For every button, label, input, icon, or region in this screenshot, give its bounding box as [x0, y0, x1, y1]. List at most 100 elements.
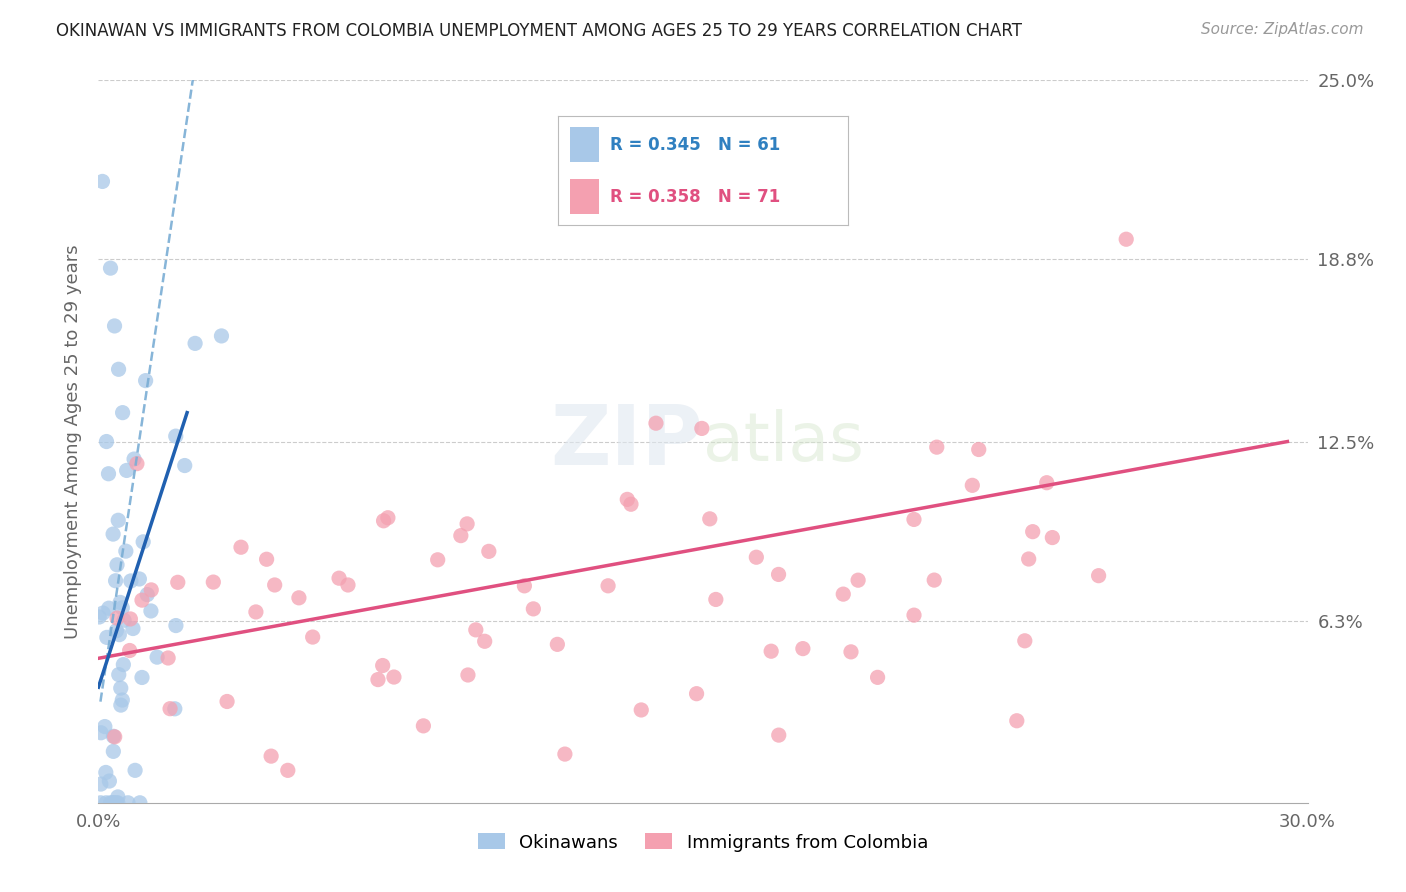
Point [94, 720, 117, 734]
Point [112, 657, 135, 672]
Text: OKINAWAN VS IMMIGRANTS FROM COLOMBIA UNEMPLOYMENT AMONG AGES 25 TO 29 YEARS CORR: OKINAWAN VS IMMIGRANTS FROM COLOMBIA UNE… [56, 22, 1022, 40]
Point [107, 362, 129, 376]
Point [108, 595, 131, 609]
Point [260, 749, 283, 764]
Point [832, 587, 855, 601]
Point [125, 457, 148, 471]
Point [105, 624, 128, 638]
Point [546, 637, 568, 651]
Point [1040, 531, 1063, 545]
Point [103, 744, 125, 758]
Point [554, 747, 576, 761]
Point [110, 681, 132, 695]
Point [97, 467, 120, 481]
Point [97, 601, 120, 615]
Point [373, 514, 395, 528]
Point [163, 702, 186, 716]
Point [135, 374, 157, 388]
Point [111, 600, 134, 615]
Point [120, 574, 142, 588]
Point [107, 796, 129, 810]
Point [903, 512, 925, 526]
Point [229, 540, 252, 554]
Point [100, 796, 122, 810]
Point [1018, 552, 1040, 566]
Point [91, 606, 114, 620]
Point [426, 553, 449, 567]
Point [98, 774, 121, 789]
Point [866, 670, 889, 684]
Point [90, 777, 112, 791]
Point [846, 573, 869, 587]
Point [107, 513, 129, 527]
Point [328, 571, 350, 585]
Point [1021, 524, 1043, 539]
Point [90, 796, 112, 810]
Point [478, 544, 501, 558]
Point [759, 644, 782, 658]
Point [903, 608, 925, 623]
Point [522, 602, 544, 616]
Point [90, 725, 112, 739]
Point [103, 729, 125, 743]
Point [114, 544, 136, 558]
Point [690, 421, 713, 435]
Point [596, 579, 619, 593]
Point [377, 510, 399, 524]
Point [89, 610, 111, 624]
Point [104, 730, 127, 744]
Point [256, 552, 278, 566]
Point [301, 630, 323, 644]
Point [456, 516, 478, 531]
Point [159, 702, 181, 716]
Point [371, 658, 394, 673]
Point [211, 329, 233, 343]
Point [745, 550, 768, 565]
Point [839, 645, 862, 659]
Point [101, 527, 124, 541]
Point [94, 765, 117, 780]
Point [685, 687, 707, 701]
Point [768, 567, 790, 582]
Point [120, 612, 142, 626]
Point [645, 416, 668, 430]
Point [117, 796, 139, 810]
Point [100, 261, 122, 276]
Point [131, 593, 153, 607]
Point [620, 497, 643, 511]
Point [457, 668, 479, 682]
Point [967, 442, 990, 457]
Point [124, 764, 146, 778]
Point [132, 534, 155, 549]
Text: ZIP: ZIP [551, 401, 703, 482]
Point [110, 698, 132, 712]
Point [245, 605, 267, 619]
Point [464, 623, 486, 637]
Point [101, 796, 124, 810]
Point [184, 336, 207, 351]
Text: Source: ZipAtlas.com: Source: ZipAtlas.com [1201, 22, 1364, 37]
Point [104, 574, 127, 588]
Point [922, 573, 945, 587]
Point [118, 643, 141, 657]
Point [450, 528, 472, 542]
Point [105, 611, 128, 625]
Point [792, 641, 814, 656]
Point [277, 764, 299, 778]
Text: atlas: atlas [703, 409, 863, 475]
Point [768, 728, 790, 742]
Point [412, 719, 434, 733]
Point [165, 618, 187, 632]
Point [165, 429, 187, 443]
Point [122, 622, 145, 636]
Point [108, 627, 131, 641]
Point [288, 591, 311, 605]
Point [96, 631, 118, 645]
Point [173, 458, 195, 473]
Point [128, 572, 150, 586]
Point [96, 796, 118, 810]
Point [112, 613, 135, 627]
Point [202, 575, 225, 590]
Legend: Okinawans, Immigrants from Colombia: Okinawans, Immigrants from Colombia [471, 826, 935, 859]
Point [107, 789, 129, 804]
